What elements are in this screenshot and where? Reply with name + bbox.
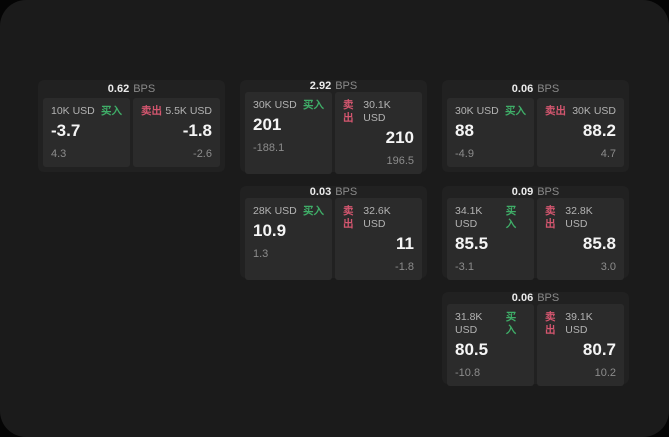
bps-unit-label: BPS <box>335 186 358 198</box>
sell-tile[interactable]: 卖出 39.1K USD 80.7 10.2 <box>537 304 624 386</box>
sell-tile[interactable]: 卖出 5.5K USD -1.8 -2.6 <box>133 98 220 167</box>
buy-delta: -188.1 <box>253 142 285 154</box>
sell-side-label: 卖出 <box>545 311 556 336</box>
spread-value: 0.03 <box>309 186 332 198</box>
buy-side-label: 买入 <box>303 205 324 217</box>
buy-tile[interactable]: 28K USD 买入 10.9 1.3 <box>245 198 332 280</box>
bps-unit-label: BPS <box>537 186 560 198</box>
sell-price: -1.8 <box>182 121 212 140</box>
buy-tile[interactable]: 30K USD 买入 201 -188.1 <box>245 92 332 174</box>
buy-price: 88 <box>455 121 474 140</box>
sell-price: 88.2 <box>582 121 616 140</box>
buy-price: 10.9 <box>253 221 287 240</box>
sell-size: 32.8K USD <box>565 205 593 230</box>
buy-side-label: 买入 <box>101 105 122 117</box>
sell-delta: 10.2 <box>594 367 616 379</box>
spread-header: 0.03 BPS <box>245 186 422 198</box>
buy-price: -3.7 <box>51 121 81 140</box>
buy-tile[interactable]: 10K USD 买入 -3.7 4.3 <box>43 98 130 167</box>
buy-delta: -10.8 <box>455 367 481 379</box>
sell-delta: -2.6 <box>193 148 212 160</box>
buy-side-label: 买入 <box>505 105 526 117</box>
sell-delta: 4.7 <box>600 148 616 160</box>
spread-header: 2.92 BPS <box>245 80 422 92</box>
spread-value: 0.62 <box>107 83 130 95</box>
buy-tile[interactable]: 31.8K USD 买入 80.5 -10.8 <box>447 304 534 386</box>
buy-size: 10K USD <box>51 105 95 117</box>
sell-price: 210 <box>385 128 414 147</box>
sell-tile[interactable]: 卖出 32.6K USD 11 -1.8 <box>335 198 422 280</box>
sell-delta: 196.5 <box>386 155 414 167</box>
sell-side-label: 卖出 <box>545 105 566 117</box>
buy-size: 30K USD <box>455 105 499 117</box>
buy-side-label: 买入 <box>505 205 517 230</box>
sell-tile[interactable]: 卖出 30.1K USD 210 196.5 <box>335 92 422 174</box>
spread-value: 0.06 <box>511 83 534 95</box>
quote-card: 0.62 BPS 10K USD 买入 -3.7 4.3 卖出 5.5K USD <box>38 80 225 172</box>
buy-delta: 4.3 <box>51 148 67 160</box>
quote-card: 0.06 BPS 31.8K USD 买入 80.5 -10.8 卖出 39.1… <box>442 292 629 386</box>
sell-size: 30K USD <box>572 105 616 117</box>
buy-side-label: 买入 <box>303 99 324 111</box>
sell-size: 5.5K USD <box>165 105 212 117</box>
sell-side-label: 卖出 <box>545 205 556 230</box>
sell-price: 85.8 <box>582 234 616 253</box>
buy-delta: -3.1 <box>455 261 474 273</box>
quote-card-grid: 0.62 BPS 10K USD 买入 -3.7 4.3 卖出 5.5K USD <box>38 80 629 386</box>
quote-card: 0.06 BPS 30K USD 买入 88 -4.9 卖出 30K USD <box>442 80 629 172</box>
sell-price: 11 <box>396 234 414 253</box>
spread-header: 0.06 BPS <box>447 80 624 98</box>
sell-size: 32.6K USD <box>363 205 391 230</box>
sell-tile[interactable]: 卖出 30K USD 88.2 4.7 <box>537 98 624 167</box>
sell-side-label: 卖出 <box>343 205 354 230</box>
sell-side-label: 卖出 <box>141 105 162 117</box>
bps-unit-label: BPS <box>537 83 560 95</box>
spread-header: 0.09 BPS <box>447 186 624 198</box>
buy-size: 30K USD <box>253 99 297 111</box>
quote-card: 2.92 BPS 30K USD 买入 201 -188.1 卖出 30.1K … <box>240 80 427 174</box>
sell-size: 39.1K USD <box>565 311 593 336</box>
buy-tile[interactable]: 34.1K USD 买入 85.5 -3.1 <box>447 198 534 280</box>
buy-tile[interactable]: 30K USD 买入 88 -4.9 <box>447 98 534 167</box>
sell-tile[interactable]: 卖出 32.8K USD 85.8 3.0 <box>537 198 624 280</box>
quote-card: 0.03 BPS 28K USD 买入 10.9 1.3 卖出 32.6K US… <box>240 186 427 280</box>
buy-size: 28K USD <box>253 205 297 217</box>
bps-unit-label: BPS <box>133 83 156 95</box>
buy-size: 34.1K USD <box>455 205 483 230</box>
bps-unit-label: BPS <box>537 292 560 304</box>
buy-delta: 1.3 <box>253 248 269 260</box>
buy-price: 201 <box>253 115 282 134</box>
buy-delta: -4.9 <box>455 148 474 160</box>
quote-card: 0.09 BPS 34.1K USD 买入 85.5 -3.1 卖出 32.8K… <box>442 186 629 280</box>
spread-value: 0.09 <box>511 186 534 198</box>
sell-size: 30.1K USD <box>363 99 391 124</box>
buy-size: 31.8K USD <box>455 311 483 336</box>
buy-price: 80.5 <box>455 340 489 359</box>
buy-side-label: 买入 <box>505 311 517 336</box>
buy-price: 85.5 <box>455 234 489 253</box>
sell-side-label: 卖出 <box>343 99 354 124</box>
sell-delta: 3.0 <box>600 261 616 273</box>
spread-value: 2.92 <box>309 80 332 92</box>
spread-header: 0.06 BPS <box>447 292 624 304</box>
spread-header: 0.62 BPS <box>43 80 220 98</box>
sell-delta: -1.8 <box>395 261 414 273</box>
spread-value: 0.06 <box>511 292 534 304</box>
bps-unit-label: BPS <box>335 80 358 92</box>
sell-price: 80.7 <box>582 340 616 359</box>
